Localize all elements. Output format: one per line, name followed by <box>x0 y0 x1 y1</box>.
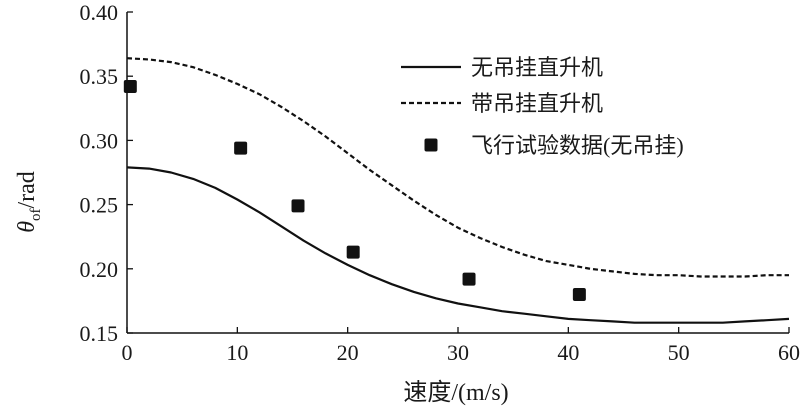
x-tick-label: 10 <box>226 340 248 365</box>
data-point <box>463 273 476 286</box>
y-tick-label: 0.15 <box>80 321 119 346</box>
y-tick-label: 0.25 <box>80 193 119 218</box>
data-point <box>124 80 137 93</box>
data-point <box>292 199 305 212</box>
y-tick-label: 0.30 <box>80 128 119 153</box>
y-axis-title: θof/rad <box>14 171 44 233</box>
legend-label: 带吊挂直升机 <box>471 91 603 116</box>
x-tick-label: 50 <box>668 340 690 365</box>
series-line-with-sling <box>127 58 789 276</box>
y-tick-label: 0.20 <box>80 257 119 282</box>
data-point <box>347 246 360 259</box>
y-tick-label: 0.40 <box>80 0 119 25</box>
x-tick-label: 20 <box>337 340 359 365</box>
legend-label: 飞行试验数据(无吊挂) <box>471 133 684 158</box>
x-tick-label: 60 <box>778 340 800 365</box>
y-tick-label: 0.35 <box>80 64 119 89</box>
x-tick-label: 40 <box>557 340 579 365</box>
series-line-without-sling <box>127 167 789 322</box>
axes <box>127 12 789 333</box>
data-point <box>234 142 247 155</box>
legend-label: 无吊挂直升机 <box>471 55 603 80</box>
legend-marker <box>425 139 438 152</box>
x-tick-label: 30 <box>447 340 469 365</box>
data-point <box>573 288 586 301</box>
y-axis-unit: /rad <box>14 171 40 208</box>
tick-marks: 0 10 20 30 40 50 60 0.15 0.20 0.25 0.30 0.35 0.40 <box>80 0 800 365</box>
series-group <box>124 58 789 323</box>
y-axis-subscript: of <box>28 209 44 222</box>
y-axis-symbol: θ <box>14 221 40 233</box>
x-tick-label: 0 <box>122 340 133 365</box>
x-axis-title: 速度/(m/s) <box>403 379 508 406</box>
